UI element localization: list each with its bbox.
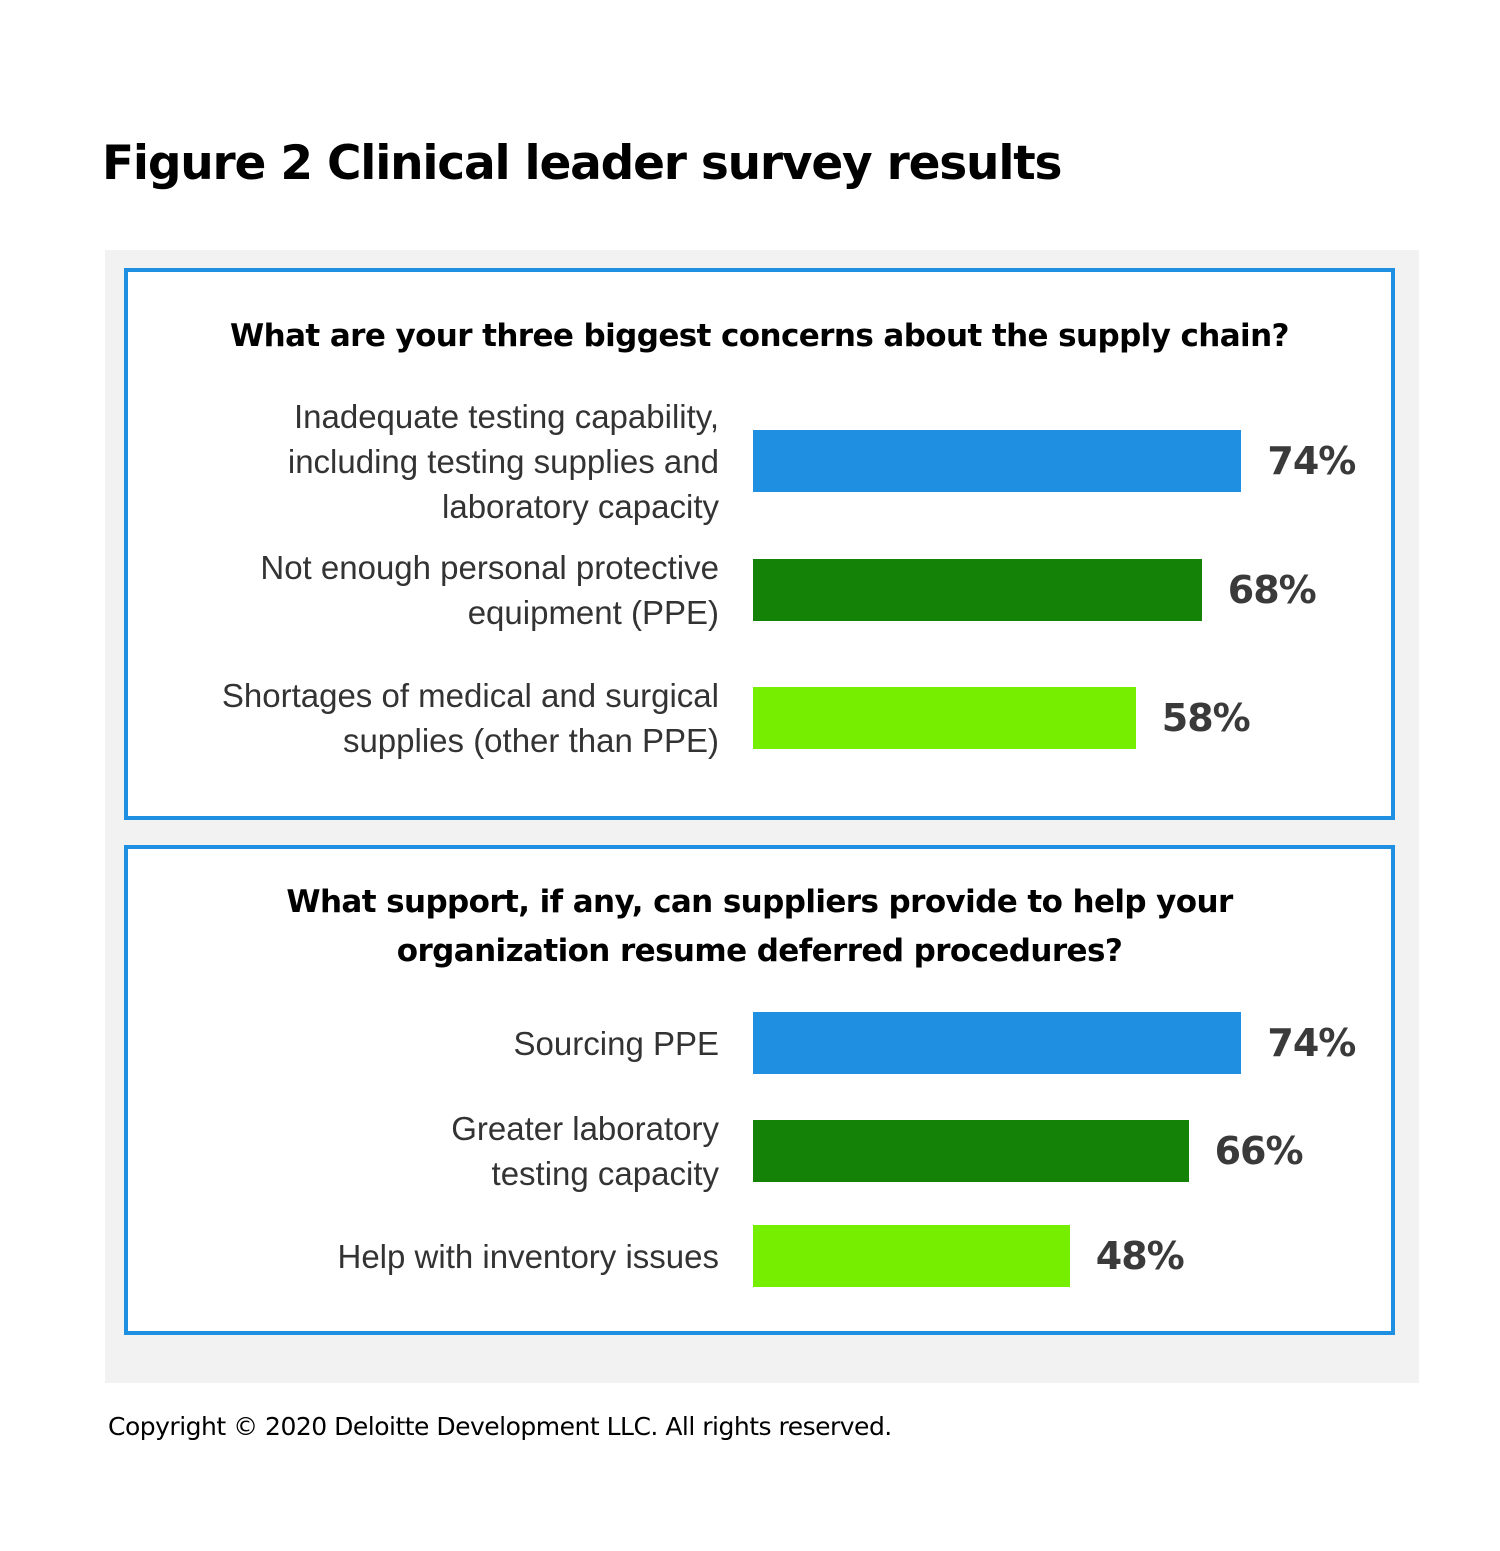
category-label-line: equipment (PPE) <box>467 594 719 631</box>
category-label: Greater laboratory testing capacity <box>451 1106 719 1196</box>
bar <box>753 559 1202 621</box>
value-label: 66% <box>1214 1129 1304 1173</box>
category-label: Not enough personal protective equipment … <box>260 545 719 635</box>
category-label-line: Shortages of medical and surgical <box>221 677 719 714</box>
chart-question: What are your three biggest concerns abo… <box>128 312 1391 361</box>
chart-panel-supply-chain-concerns: What are your three biggest concerns abo… <box>124 268 1395 820</box>
value-label: 48% <box>1095 1234 1185 1278</box>
category-label: Inadequate testing capability, including … <box>288 394 719 529</box>
value-label: 68% <box>1227 568 1317 612</box>
category-label-line: Inadequate testing capability, <box>293 397 719 435</box>
category-label-line: supplies (other than PPE) <box>342 722 719 759</box>
value-label: 74% <box>1267 439 1356 483</box>
category-label-line: Not enough personal protective <box>260 549 719 586</box>
category-label-line: Sourcing PPE <box>513 1024 719 1062</box>
bar <box>753 430 1242 492</box>
category-label: Help with inventory issues <box>338 1234 720 1279</box>
bar <box>753 1225 1070 1287</box>
bar <box>753 1120 1189 1182</box>
chart-question-line: What support, if any, can suppliers prov… <box>286 884 1233 920</box>
category-label: Shortages of medical and surgical supplie… <box>222 673 719 763</box>
chart-question-line: What are your three biggest concerns abo… <box>230 318 1289 354</box>
category-label-line: including testing supplies and <box>287 442 719 480</box>
bar <box>753 1012 1242 1074</box>
chart-question-line: organization resume deferred procedures? <box>396 933 1123 969</box>
bar <box>753 687 1136 749</box>
category-label-line: testing capacity <box>491 1155 719 1192</box>
category-label-line: Greater laboratory <box>451 1110 719 1147</box>
figure-title: Figure 2 Clinical leader survey results <box>102 136 1062 191</box>
category-label-line: laboratory capacity <box>442 487 719 525</box>
category-label: Sourcing PPE <box>514 1021 719 1066</box>
copyright-notice: Copyright © 2020 Deloitte Development LL… <box>108 1412 892 1441</box>
value-label: 58% <box>1161 696 1251 740</box>
value-label: 74% <box>1267 1021 1356 1065</box>
chart-question: What support, if any, can suppliers prov… <box>128 878 1391 976</box>
category-label-line: Help with inventory issues <box>337 1237 720 1275</box>
chart-panel-supplier-support: What support, if any, can suppliers prov… <box>124 845 1395 1335</box>
